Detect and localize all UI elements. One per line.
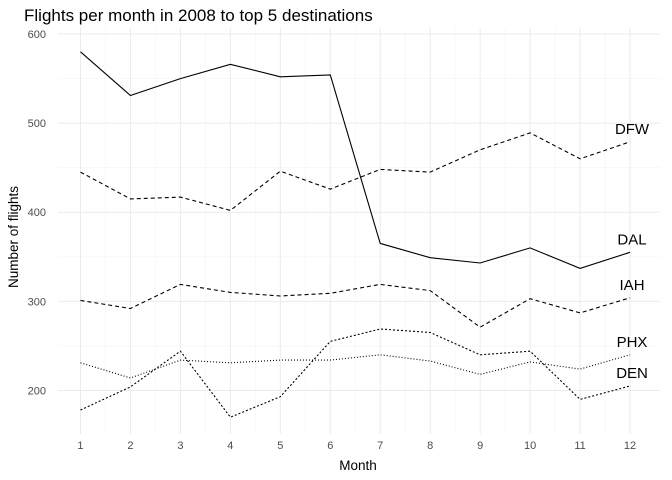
series-label-dfw: DFW xyxy=(615,121,650,138)
x-tick-label: 6 xyxy=(327,440,333,452)
x-tick-label: 10 xyxy=(524,440,536,452)
x-tick-label: 1 xyxy=(77,440,83,452)
x-axis-title: Month xyxy=(339,458,377,473)
chart-title: Flights per month in 2008 to top 5 desti… xyxy=(24,6,373,25)
series-label-iah: IAH xyxy=(620,277,645,294)
x-tick-label: 11 xyxy=(574,440,585,452)
series-label-phx: PHX xyxy=(617,334,648,351)
x-tick-label: 4 xyxy=(227,440,233,452)
y-tick-label: 500 xyxy=(28,118,46,130)
series-line-iah xyxy=(80,283,631,328)
series-label-dal: DAL xyxy=(617,231,646,248)
series-label-den: DEN xyxy=(616,365,648,382)
x-tick-label: 8 xyxy=(427,440,433,452)
series-line-dal xyxy=(80,51,631,269)
y-tick-label: 300 xyxy=(28,296,46,308)
y-tick-label: 400 xyxy=(28,207,46,219)
x-tick-label: 5 xyxy=(277,440,283,452)
series-line-phx xyxy=(80,354,631,379)
y-tick-label: 200 xyxy=(28,385,46,397)
series-line-dfw xyxy=(80,132,631,212)
series-line-den xyxy=(80,328,631,418)
y-axis-title: Number of flights xyxy=(6,186,21,288)
x-tick-label: 9 xyxy=(477,440,483,452)
x-tick-label: 3 xyxy=(177,440,183,452)
x-tick-label: 2 xyxy=(127,440,133,452)
x-tick-label: 7 xyxy=(377,440,383,452)
x-tick-label: 12 xyxy=(624,440,636,452)
y-tick-label: 600 xyxy=(28,29,46,41)
